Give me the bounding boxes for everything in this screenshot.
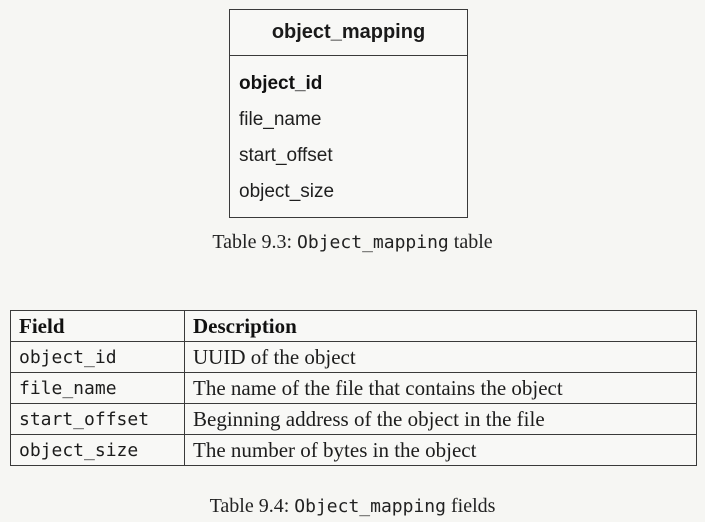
object-mapping-schema-box: object_mapping object_id file_name start… [229,9,468,218]
schema-field: file_name [239,109,322,130]
field-description-cell: UUID of the object [184,341,697,373]
field-name-cell: start_offset [10,403,185,435]
caption-suffix: fields [445,495,496,517]
field-description-cell: The number of bytes in the object [184,434,697,466]
field-name-cell: object_size [10,434,185,466]
schema-field: object_size [239,181,335,202]
table-caption-9-3: Table 9.3: Object_mapping table [0,231,705,254]
schema-title: object_mapping [230,10,467,56]
object-mapping-fields-table: Field Description object_id UUID of the … [10,310,697,466]
field-name-cell: file_name [10,372,185,404]
schema-field-list: object_id file_name start_offset object_… [230,56,467,210]
column-header-field: Field [10,310,185,342]
caption-suffix: table [448,231,493,253]
table-row: object_id UUID of the object [10,341,697,373]
field-description-cell: Beginning address of the object in the f… [184,403,697,435]
field-name-cell: object_id [10,341,185,373]
table-row: object_size The number of bytes in the o… [10,434,697,466]
table-caption-9-4: Table 9.4: Object_mapping fields [0,495,705,518]
caption-code: Object_mapping [294,496,446,517]
field-description-cell: The name of the file that contains the o… [184,372,697,404]
caption-prefix: Table 9.4: [209,495,295,517]
column-header-description: Description [184,310,697,342]
schema-field: start_offset [239,145,333,166]
schema-field-primary-key: object_id [239,73,323,94]
table-header-row: Field Description [10,310,697,342]
caption-code: Object_mapping [297,232,449,253]
caption-prefix: Table 9.3: [212,231,298,253]
table-row: file_name The name of the file that cont… [10,372,697,404]
table-row: start_offset Beginning address of the ob… [10,403,697,435]
